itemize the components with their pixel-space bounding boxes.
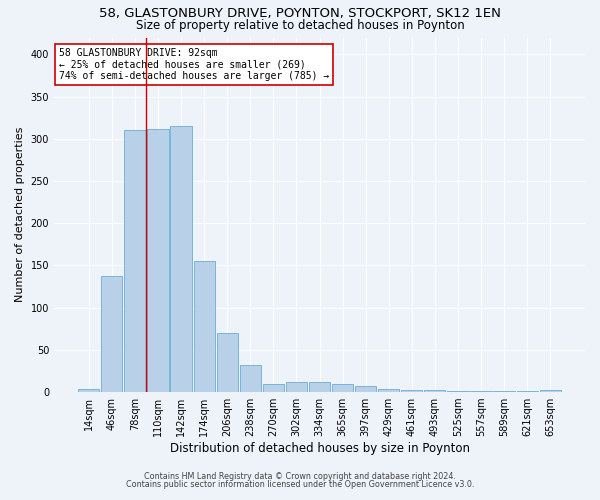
Bar xyxy=(286,382,307,392)
Bar xyxy=(378,388,400,392)
Bar xyxy=(263,384,284,392)
Y-axis label: Number of detached properties: Number of detached properties xyxy=(15,127,25,302)
Text: Contains HM Land Registry data © Crown copyright and database right 2024.: Contains HM Land Registry data © Crown c… xyxy=(144,472,456,481)
Bar xyxy=(539,390,561,392)
Bar xyxy=(239,365,261,392)
Bar xyxy=(148,128,169,392)
Bar xyxy=(401,390,422,392)
Bar xyxy=(170,126,191,392)
Bar xyxy=(101,276,122,392)
Bar xyxy=(332,384,353,392)
Bar xyxy=(309,382,330,392)
Bar xyxy=(517,391,538,392)
Text: Size of property relative to detached houses in Poynton: Size of property relative to detached ho… xyxy=(136,18,464,32)
Bar xyxy=(470,391,491,392)
Bar xyxy=(424,390,445,392)
Text: 58, GLASTONBURY DRIVE, POYNTON, STOCKPORT, SK12 1EN: 58, GLASTONBURY DRIVE, POYNTON, STOCKPOR… xyxy=(99,8,501,20)
Text: Contains public sector information licensed under the Open Government Licence v3: Contains public sector information licen… xyxy=(126,480,474,489)
Bar xyxy=(355,386,376,392)
Bar xyxy=(124,130,146,392)
Text: 58 GLASTONBURY DRIVE: 92sqm
← 25% of detached houses are smaller (269)
74% of se: 58 GLASTONBURY DRIVE: 92sqm ← 25% of det… xyxy=(59,48,329,82)
Bar xyxy=(78,388,100,392)
Bar xyxy=(448,391,469,392)
Bar xyxy=(217,333,238,392)
Bar xyxy=(194,261,215,392)
X-axis label: Distribution of detached houses by size in Poynton: Distribution of detached houses by size … xyxy=(170,442,470,455)
Bar xyxy=(493,391,515,392)
